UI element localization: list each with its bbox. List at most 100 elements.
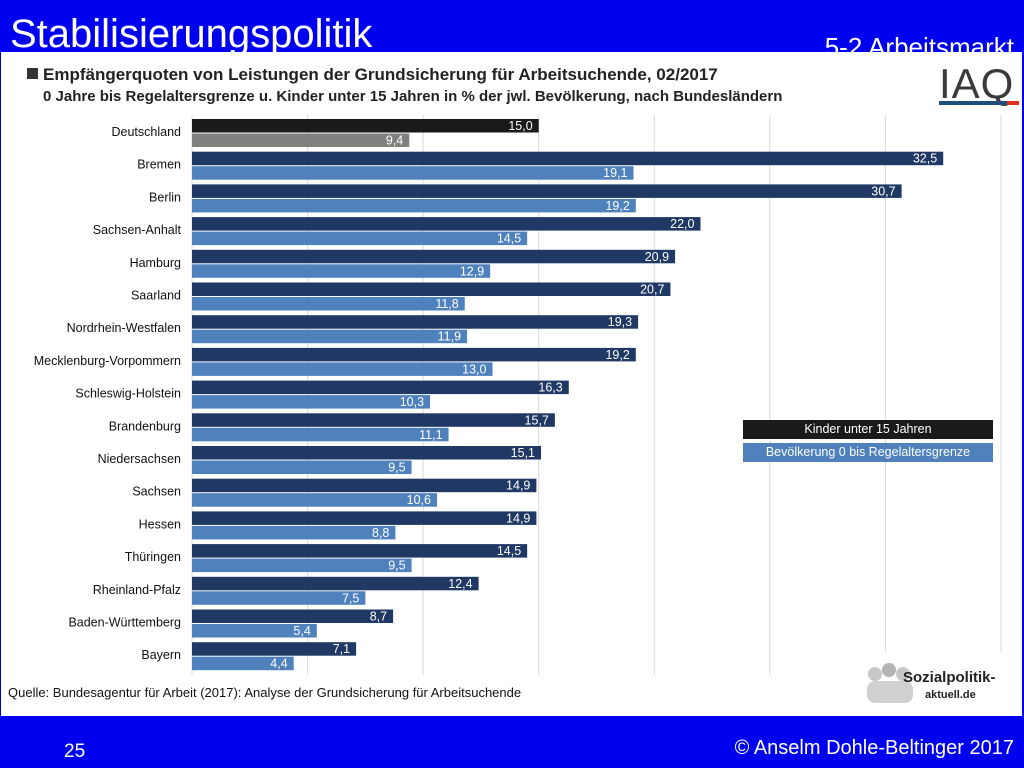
bar-bevoelkerung	[192, 460, 412, 474]
category-label: Niedersachsen	[98, 452, 181, 466]
category-label: Brandenburg	[109, 419, 181, 433]
value-label: 4,4	[270, 657, 287, 671]
category-label: Mecklenburg-Vorpommern	[34, 354, 181, 368]
page-number: 25	[64, 741, 86, 762]
value-label: 11,9	[438, 330, 461, 344]
bar-kinder	[192, 544, 528, 558]
bar-kinder	[192, 478, 537, 493]
sozialpolitik-logo-line1: Sozialpolitik-	[903, 669, 996, 686]
bar-kinder	[192, 184, 902, 198]
iaq-logo: IAQ	[939, 60, 1019, 107]
bar-kinder	[192, 511, 537, 525]
bar-kinder	[192, 576, 479, 591]
bar-bevoelkerung	[192, 329, 468, 344]
value-label: 9,5	[388, 559, 405, 573]
bar-kinder	[192, 119, 539, 133]
value-label: 8,7	[370, 610, 387, 624]
bar-bevoelkerung	[192, 362, 493, 376]
category-label: Baden-Württemberg	[68, 616, 181, 630]
category-label: Thüringen	[125, 550, 181, 564]
value-label: 20,7	[640, 283, 664, 297]
category-label: Saarland	[131, 289, 181, 303]
value-label: 14,9	[506, 479, 530, 493]
value-label: 12,9	[460, 264, 484, 278]
bar-kinder	[192, 217, 701, 231]
bar-kinder	[192, 642, 357, 656]
value-label: 11,1	[419, 428, 442, 442]
value-label: 15,1	[511, 446, 535, 460]
bar-kinder	[192, 609, 394, 623]
copyright: © Anselm Dohle-Beltinger 2017	[734, 737, 1014, 759]
value-label: 15,7	[525, 413, 549, 427]
value-label: 14,5	[497, 232, 521, 246]
value-label: 22,0	[670, 217, 694, 231]
value-label: 10,3	[400, 395, 424, 409]
value-label: 32,5	[913, 152, 937, 166]
value-label: 20,9	[645, 250, 669, 264]
bar-bevoelkerung	[192, 656, 294, 671]
bar-kinder	[192, 446, 542, 460]
bar-kinder	[192, 413, 555, 427]
value-label: 9,5	[388, 461, 405, 475]
source-note: Quelle: Bundesagentur für Arbeit (2017):…	[8, 685, 522, 700]
value-label: 16,3	[538, 381, 562, 395]
value-label: 19,2	[605, 199, 629, 213]
bar-bevoelkerung	[192, 591, 366, 605]
bar-kinder	[192, 347, 636, 362]
chart-title: Empfängerquoten von Leistungen der Grund…	[43, 65, 718, 84]
bar-kinder	[192, 380, 569, 395]
bar-kinder	[192, 249, 676, 264]
bar-kinder	[192, 315, 639, 329]
value-label: 7,1	[333, 642, 350, 656]
value-label: 19,1	[603, 166, 627, 180]
value-label: 19,3	[608, 315, 632, 329]
category-label: Bayern	[141, 648, 181, 662]
value-label: 14,9	[506, 511, 530, 525]
bar-bevoelkerung	[192, 166, 634, 180]
bar-bevoelkerung	[192, 395, 431, 409]
value-label: 14,5	[497, 544, 521, 558]
bar-bevoelkerung	[192, 624, 317, 638]
sozialpolitik-logo: Sozialpolitik- aktuell.de	[863, 652, 1013, 708]
value-label: 13,0	[462, 362, 486, 376]
slide-title: Stabilisierungspolitik	[10, 12, 373, 56]
bar-chart: Deutschland 15,0 9,4 Bremen 32,5 19,1 Berlin 30…	[34, 115, 1002, 675]
category-label: Schleswig-Holstein	[75, 387, 181, 401]
category-label: Berlin	[149, 190, 181, 204]
category-label: Sachsen	[132, 485, 181, 499]
category-label: Hessen	[139, 517, 181, 531]
iaq-logo-text: IAQ	[939, 60, 1014, 107]
category-label: Bremen	[137, 158, 181, 172]
bar-kinder	[192, 151, 944, 166]
value-label: 10,6	[407, 493, 431, 507]
value-label: 7,5	[342, 591, 359, 605]
chart-subtitle: 0 Jahre bis Regelaltersgrenze u. Kinder …	[43, 88, 783, 105]
category-label: Deutschland	[112, 125, 182, 139]
sozialpolitik-logo-line2: aktuell.de	[925, 689, 976, 701]
value-label: 8,8	[372, 526, 389, 540]
bar-bevoelkerung	[192, 558, 412, 573]
category-label: Sachsen-Anhalt	[93, 223, 182, 237]
title-bullet	[27, 68, 38, 79]
value-label: 12,4	[448, 577, 472, 591]
bar-bevoelkerung	[192, 198, 636, 213]
value-label: 11,8	[435, 297, 458, 311]
bar-bevoelkerung	[192, 297, 465, 311]
value-label: 19,2	[605, 348, 629, 362]
bar-bevoelkerung	[192, 525, 396, 540]
bar-bevoelkerung	[192, 133, 410, 147]
category-label: Rheinland-Pfalz	[93, 583, 181, 597]
value-label: 15,0	[508, 119, 532, 133]
bar-bevoelkerung	[192, 493, 438, 507]
legend-kinder: Kinder unter 15 Jahren	[743, 420, 993, 439]
chart-panel: Empfängerquoten von Leistungen der Grund…	[1, 52, 1022, 716]
legend-bevoelkerung: Bevölkerung 0 bis Regelaltersgrenze	[743, 443, 993, 462]
value-label: 9,4	[386, 134, 403, 148]
category-label: Hamburg	[130, 256, 181, 270]
bar-bevoelkerung	[192, 264, 491, 278]
value-label: 5,4	[293, 624, 310, 638]
bar-kinder	[192, 282, 671, 296]
category-label: Nordrhein-Westfalen	[67, 321, 181, 335]
bar-bevoelkerung	[192, 231, 528, 246]
value-label: 30,7	[871, 184, 895, 198]
